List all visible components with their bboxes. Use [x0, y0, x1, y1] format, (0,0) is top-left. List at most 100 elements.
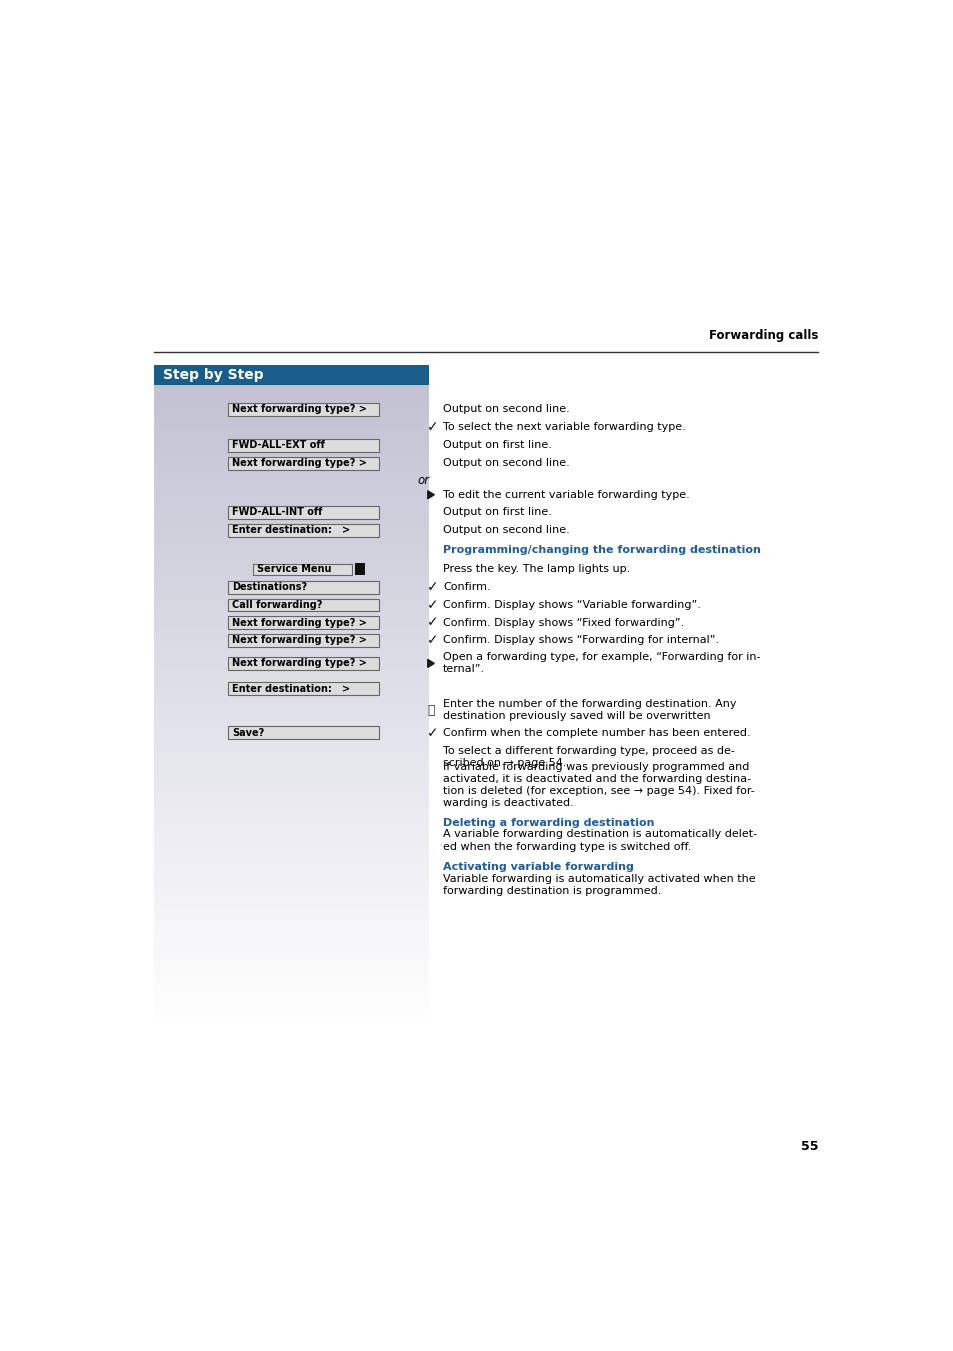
Text: Programming/changing the forwarding destination: Programming/changing the forwarding dest…: [443, 546, 760, 555]
Text: Next forwarding type? >: Next forwarding type? >: [233, 458, 367, 469]
Bar: [154, 742, 429, 744]
Bar: [154, 485, 429, 488]
Bar: [154, 567, 429, 571]
Bar: [154, 885, 429, 888]
Text: Step by Step: Step by Step: [163, 367, 264, 381]
Bar: [154, 785, 429, 788]
Text: Confirm.: Confirm.: [443, 582, 490, 592]
Bar: [154, 844, 429, 848]
Bar: [154, 517, 429, 521]
Bar: [154, 608, 429, 612]
Text: tion is deleted (for exception, see → page 54). Fixed for-: tion is deleted (for exception, see → pa…: [443, 786, 754, 796]
Bar: [154, 894, 429, 898]
Bar: [154, 605, 429, 608]
Text: Enter destination:   >: Enter destination: >: [233, 684, 350, 694]
Bar: [154, 688, 429, 692]
Bar: [154, 461, 429, 465]
Bar: [228, 439, 378, 451]
Bar: [228, 598, 378, 611]
Text: To edit the current variable forwarding type.: To edit the current variable forwarding …: [443, 490, 689, 500]
Text: Confirm when the complete number has been entered.: Confirm when the complete number has bee…: [443, 728, 750, 738]
Bar: [154, 915, 429, 919]
Bar: [228, 634, 378, 647]
Bar: [154, 372, 429, 374]
Bar: [154, 981, 429, 985]
Bar: [154, 858, 429, 862]
Text: Next forwarding type? >: Next forwarding type? >: [233, 658, 367, 669]
Polygon shape: [427, 490, 434, 499]
Bar: [154, 869, 429, 871]
Bar: [154, 774, 429, 778]
Bar: [154, 771, 429, 774]
Bar: [154, 455, 429, 458]
Text: To select a different forwarding type, proceed as de-: To select a different forwarding type, p…: [443, 746, 735, 757]
Bar: [154, 748, 429, 751]
Bar: [154, 715, 429, 717]
Bar: [154, 431, 429, 435]
Bar: [154, 481, 429, 485]
Bar: [228, 457, 378, 470]
Bar: [228, 581, 378, 593]
Bar: [154, 581, 429, 585]
Bar: [228, 682, 378, 696]
Bar: [154, 535, 429, 538]
Bar: [154, 901, 429, 905]
Text: Output on first line.: Output on first line.: [443, 440, 552, 450]
Bar: [154, 549, 429, 551]
Bar: [154, 644, 429, 648]
Bar: [228, 524, 378, 536]
Bar: [154, 499, 429, 501]
Bar: [154, 624, 429, 628]
Bar: [154, 871, 429, 874]
Bar: [154, 919, 429, 921]
Bar: [154, 474, 429, 478]
Bar: [228, 616, 378, 630]
Bar: [154, 1025, 429, 1028]
Text: FWD-ALL-EXT off: FWD-ALL-EXT off: [233, 440, 325, 450]
Bar: [154, 392, 429, 394]
Bar: [154, 562, 429, 565]
Text: Variable forwarding is automatically activated when the: Variable forwarding is automatically act…: [443, 874, 755, 884]
Bar: [154, 924, 429, 928]
Bar: [154, 588, 429, 592]
Bar: [154, 694, 429, 698]
Text: ✓: ✓: [427, 420, 438, 434]
Bar: [154, 508, 429, 511]
Text: ed when the forwarding type is switched off.: ed when the forwarding type is switched …: [443, 842, 691, 851]
Bar: [154, 408, 429, 411]
Bar: [154, 944, 429, 948]
Bar: [154, 769, 429, 771]
Bar: [154, 438, 429, 442]
Bar: [154, 655, 429, 658]
Bar: [154, 594, 429, 598]
Bar: [154, 571, 429, 574]
Bar: [154, 401, 429, 405]
Text: Output on first line.: Output on first line.: [443, 508, 552, 517]
Bar: [228, 403, 378, 416]
Bar: [154, 415, 429, 417]
Bar: [154, 628, 429, 631]
Bar: [154, 712, 429, 715]
Bar: [154, 465, 429, 467]
Bar: [154, 667, 429, 671]
Bar: [154, 631, 429, 635]
Bar: [154, 615, 429, 617]
Bar: [154, 821, 429, 824]
Bar: [154, 678, 429, 681]
Text: FWD-ALL-INT off: FWD-ALL-INT off: [233, 508, 322, 517]
Bar: [154, 515, 429, 517]
Bar: [154, 721, 429, 724]
Bar: [154, 511, 429, 515]
Bar: [154, 444, 429, 449]
Bar: [154, 928, 429, 931]
Bar: [154, 862, 429, 865]
Bar: [154, 531, 429, 535]
Text: ⌸: ⌸: [427, 704, 435, 717]
Bar: [355, 563, 365, 576]
Bar: [154, 555, 429, 558]
Bar: [154, 808, 429, 812]
Bar: [154, 815, 429, 819]
Bar: [154, 1028, 429, 1031]
Bar: [154, 975, 429, 978]
Bar: [154, 705, 429, 708]
